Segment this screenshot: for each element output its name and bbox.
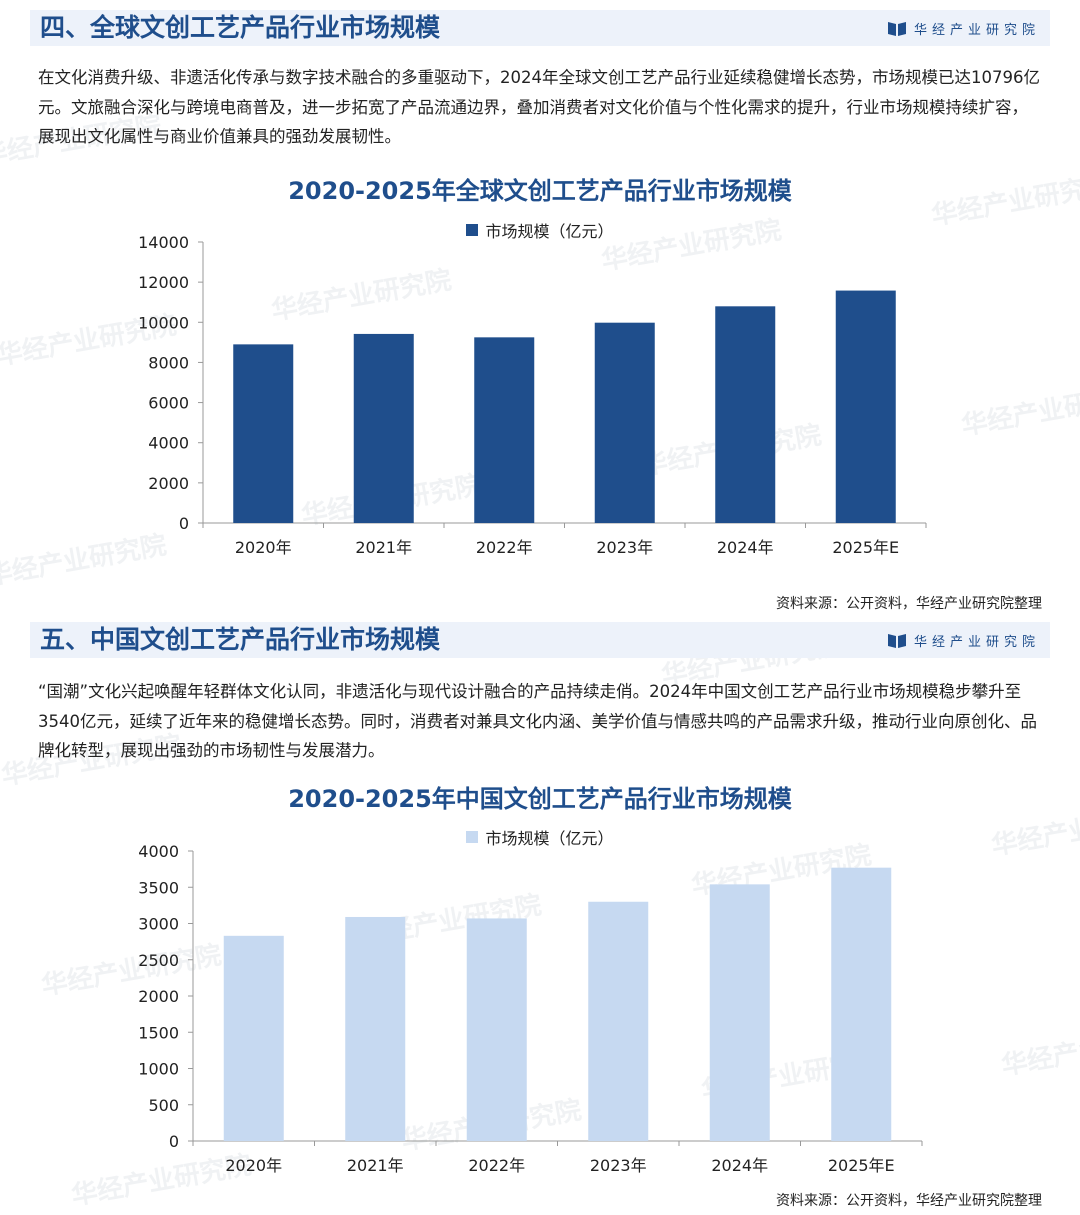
section-paragraph: 在文化消费升级、非遗活化传承与数字技术融合的多重驱动下，2024年全球文创工艺产… <box>38 68 1040 146</box>
x-tick-label: 2024年 <box>717 538 774 557</box>
x-tick-label: 2023年 <box>596 538 653 557</box>
section-header: 五、中国文创工艺产品行业市场规模 华经产业研究院 <box>30 622 1050 658</box>
bar <box>835 290 896 523</box>
section-title: 五、中国文创工艺产品行业市场规模 <box>40 625 441 654</box>
x-tick-label: 2023年 <box>590 1156 647 1175</box>
brand-name: 华经产业研究院 <box>913 22 1040 38</box>
bar <box>709 884 770 1141</box>
y-tick-label: 10000 <box>138 313 189 332</box>
y-tick-label: 2000 <box>148 474 189 493</box>
x-tick-label: 2025年E <box>828 1156 895 1175</box>
bar <box>353 333 414 523</box>
y-tick-label: 6000 <box>148 394 189 413</box>
brand-logo: 华经产业研究院 <box>887 622 1040 658</box>
section-paragraph: “国潮”文化兴起唤醒年轻群体文化认同，非遗活化与现代设计融合的产品持续走俏。20… <box>38 682 1037 760</box>
y-tick-label: 2500 <box>138 951 179 970</box>
y-tick-label: 3500 <box>138 878 179 897</box>
x-tick-label: 2020年 <box>225 1156 282 1175</box>
x-tick-label: 2025年E <box>832 538 899 557</box>
x-tick-label: 2020年 <box>235 538 292 557</box>
y-tick-label: 12000 <box>138 273 189 292</box>
x-tick-label: 2022年 <box>476 538 533 557</box>
x-tick-label: 2021年 <box>355 538 412 557</box>
legend-label: 市场规模（亿元） <box>485 829 614 848</box>
brand-logo: 华经产业研究院 <box>887 10 1040 46</box>
x-tick-label: 2022年 <box>468 1156 525 1175</box>
source-note: 资料来源：公开资料，华经产业研究院整理 <box>776 1193 1042 1209</box>
y-tick-label: 4000 <box>148 434 189 453</box>
chart-legend: 市场规模（亿元） <box>0 825 1080 849</box>
source-note: 资料来源：公开资料，华经产业研究院整理 <box>776 596 1042 612</box>
bar <box>223 935 284 1141</box>
y-tick-label: 14000 <box>138 233 189 252</box>
bar <box>588 901 649 1141</box>
section-title: 四、全球文创工艺产品行业市场规模 <box>40 13 441 42</box>
chart-legend: 市场规模（亿元） <box>0 218 1080 242</box>
y-tick-label: 0 <box>179 514 189 533</box>
y-tick-label: 500 <box>148 1096 179 1115</box>
bar-chart-china: 0 500 1000 1500 2000 2500 3000 3500 4000 2020年 202… <box>138 842 923 1175</box>
y-tick-label: 1500 <box>138 1023 179 1042</box>
bar <box>831 867 892 1141</box>
y-tick-label: 8000 <box>148 353 189 372</box>
bar <box>474 337 535 523</box>
bar-chart-global: 0 2000 4000 6000 8000 10000 12000 14000 2020年 202… <box>138 233 927 557</box>
bar <box>233 344 294 523</box>
legend-swatch <box>466 831 479 843</box>
y-tick-label: 0 <box>169 1132 179 1151</box>
brand-mark-icon <box>887 22 906 36</box>
x-tick-label: 2024年 <box>711 1156 768 1175</box>
bar <box>345 916 406 1141</box>
brand-mark-icon <box>887 634 906 648</box>
bar <box>594 322 655 523</box>
y-tick-label: 2000 <box>138 987 179 1006</box>
chart-title: 2020-2025年全球文创工艺产品行业市场规模 <box>288 177 792 205</box>
x-tick-label: 2021年 <box>347 1156 404 1175</box>
bar <box>715 306 776 523</box>
y-tick-label: 4000 <box>138 842 179 861</box>
brand-name: 华经产业研究院 <box>913 634 1040 650</box>
chart-title: 2020-2025年中国文创工艺产品行业市场规模 <box>288 785 792 813</box>
section-header: 四、全球文创工艺产品行业市场规模 华经产业研究院 <box>30 10 1050 46</box>
y-tick-label: 3000 <box>138 915 179 934</box>
y-tick-label: 1000 <box>138 1060 179 1079</box>
bar <box>466 918 527 1141</box>
legend-label: 市场规模（亿元） <box>485 222 614 241</box>
legend-swatch <box>466 224 479 236</box>
